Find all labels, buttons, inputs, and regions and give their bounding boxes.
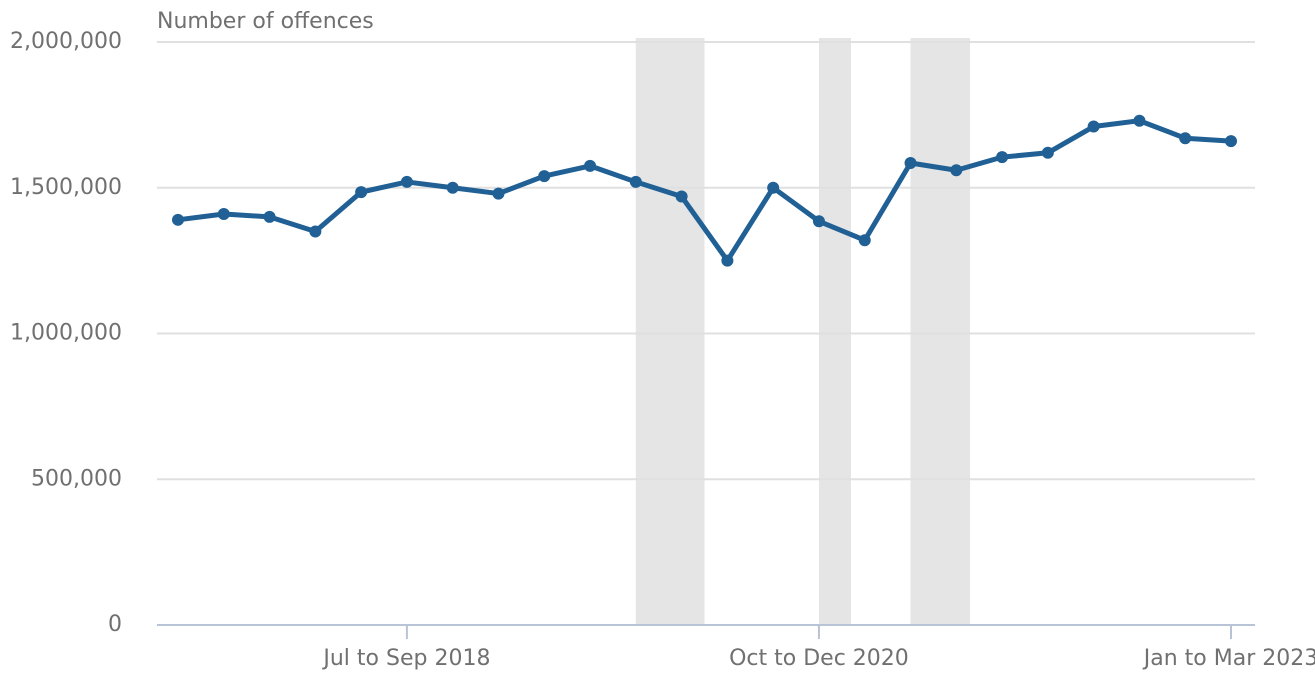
y-tick-label: 1,000,000 bbox=[10, 321, 122, 346]
point bbox=[355, 186, 368, 199]
point bbox=[492, 187, 505, 200]
point bbox=[767, 181, 780, 194]
x-tick-label: Jan to Mar 2023 bbox=[1142, 646, 1315, 671]
point bbox=[309, 225, 322, 238]
point bbox=[675, 190, 688, 203]
point bbox=[1041, 146, 1054, 159]
point bbox=[950, 164, 963, 177]
x-tick-label: Oct to Dec 2020 bbox=[729, 646, 909, 671]
point bbox=[1133, 114, 1146, 127]
point bbox=[858, 234, 871, 247]
line bbox=[177, 118, 1232, 264]
y-tick-label: 500,000 bbox=[31, 466, 122, 491]
point bbox=[217, 207, 230, 220]
point bbox=[812, 215, 825, 228]
point bbox=[629, 175, 642, 188]
point bbox=[263, 210, 276, 223]
y-tick-label: 2,000,000 bbox=[10, 29, 122, 54]
shaded-period bbox=[635, 38, 705, 625]
point bbox=[721, 254, 734, 267]
x-tick-label: Jul to Sep 2018 bbox=[321, 646, 490, 671]
point bbox=[446, 181, 459, 194]
y-axis-title: Number of offences bbox=[157, 9, 374, 34]
point bbox=[584, 159, 597, 172]
y-tick-label: 1,500,000 bbox=[10, 175, 122, 200]
point bbox=[996, 151, 1009, 164]
point bbox=[172, 213, 184, 226]
point bbox=[1225, 135, 1237, 148]
point bbox=[1087, 120, 1100, 133]
shaded-period bbox=[910, 38, 971, 625]
point bbox=[1179, 132, 1192, 145]
y-tick-label: 0 bbox=[108, 612, 122, 637]
shaded-period bbox=[818, 38, 852, 625]
point bbox=[538, 170, 551, 183]
point bbox=[400, 175, 413, 188]
point bbox=[904, 156, 917, 169]
